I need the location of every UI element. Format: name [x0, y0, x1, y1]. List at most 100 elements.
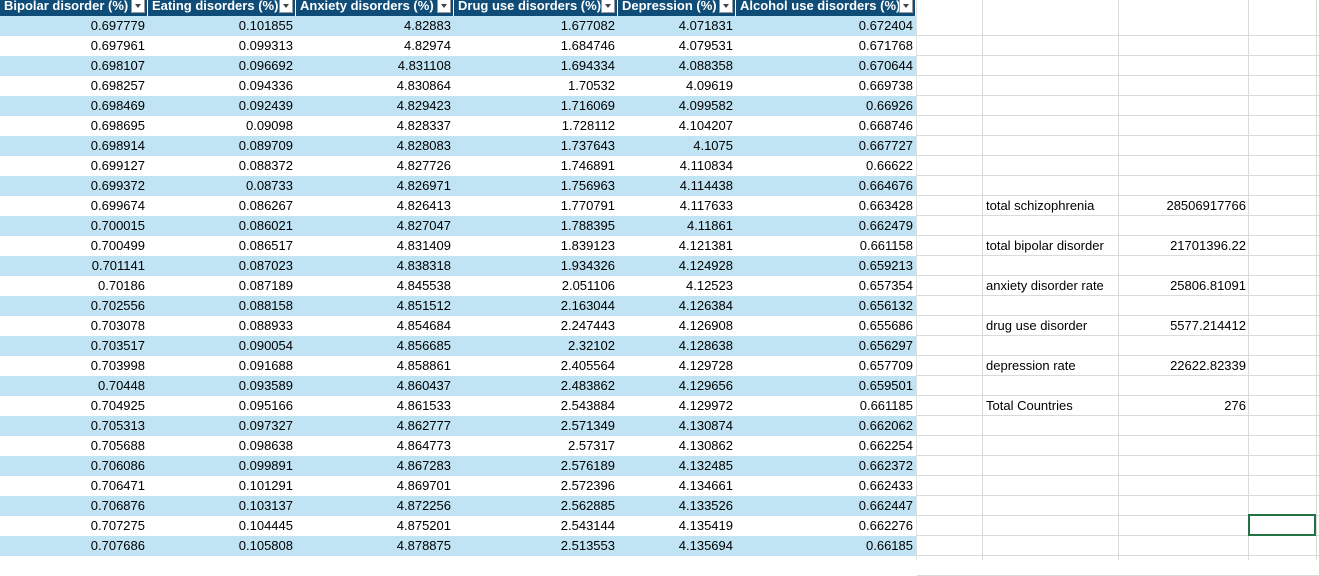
filter-dropdown-icon[interactable] — [131, 0, 145, 13]
cell-eating[interactable]: 0.101291 — [148, 476, 296, 496]
cell-alcohol-use[interactable]: 0.669738 — [736, 76, 916, 96]
cell-alcohol-use[interactable]: 0.657354 — [736, 276, 916, 296]
cell-anxiety[interactable]: 4.829423 — [296, 96, 454, 116]
filter-dropdown-icon[interactable] — [279, 0, 293, 13]
filter-dropdown-icon[interactable] — [437, 0, 451, 13]
cell-bipolar[interactable]: 0.698257 — [0, 76, 148, 96]
cell-drug-use[interactable]: 2.543144 — [454, 516, 618, 536]
cell-drug-use[interactable]: 1.684746 — [454, 36, 618, 56]
cell-bipolar[interactable]: 0.698107 — [0, 56, 148, 76]
cell-depression[interactable]: 4.114438 — [618, 176, 736, 196]
cell-anxiety[interactable]: 4.826971 — [296, 176, 454, 196]
cell-depression[interactable]: 4.1075 — [618, 136, 736, 156]
cell-alcohol-use[interactable]: 0.668746 — [736, 116, 916, 136]
cell-depression[interactable]: 4.12523 — [618, 276, 736, 296]
cell-eating[interactable]: 0.097327 — [148, 416, 296, 436]
cell-eating[interactable]: 0.092439 — [148, 96, 296, 116]
cell-drug-use[interactable]: 2.57317 — [454, 436, 618, 456]
cell-bipolar[interactable]: 0.698469 — [0, 96, 148, 116]
cell-eating[interactable]: 0.087023 — [148, 256, 296, 276]
cell-depression[interactable]: 4.117633 — [618, 196, 736, 216]
cell-anxiety[interactable]: 4.838318 — [296, 256, 454, 276]
cell-anxiety[interactable]: 4.827726 — [296, 156, 454, 176]
cell-depression[interactable]: 4.134661 — [618, 476, 736, 496]
cell-bipolar[interactable]: 0.70448 — [0, 376, 148, 396]
cell-bipolar[interactable]: 0.698914 — [0, 136, 148, 156]
cell-anxiety[interactable]: 4.831108 — [296, 56, 454, 76]
cell-depression[interactable]: 4.128638 — [618, 336, 736, 356]
cell-depression[interactable]: 4.124928 — [618, 256, 736, 276]
cell-anxiety[interactable]: 4.828337 — [296, 116, 454, 136]
header-anxiety[interactable]: Anxiety disorders (%) — [296, 0, 453, 16]
cell-anxiety[interactable]: 4.828083 — [296, 136, 454, 156]
cell-depression[interactable]: 4.126908 — [618, 316, 736, 336]
cell-bipolar[interactable]: 0.706471 — [0, 476, 148, 496]
cell-bipolar[interactable]: 0.704925 — [0, 396, 148, 416]
cell-alcohol-use[interactable]: 0.661185 — [736, 396, 916, 416]
cell-anxiety[interactable]: 4.869701 — [296, 476, 454, 496]
header-eating[interactable]: Eating disorders (%) — [148, 0, 295, 16]
cell-bipolar[interactable]: 0.697961 — [0, 36, 148, 56]
cell-anxiety[interactable]: 4.875201 — [296, 516, 454, 536]
cell-drug-use[interactable]: 2.405564 — [454, 356, 618, 376]
summary-value[interactable]: 22622.82339 — [1170, 358, 1246, 373]
cell-bipolar[interactable]: 0.706086 — [0, 456, 148, 476]
cell-drug-use[interactable]: 1.770791 — [454, 196, 618, 216]
cell-eating[interactable]: 0.103137 — [148, 496, 296, 516]
cell-alcohol-use[interactable]: 0.656297 — [736, 336, 916, 356]
summary-value[interactable]: 5577.214412 — [1170, 318, 1246, 333]
cell-anxiety[interactable]: 4.856685 — [296, 336, 454, 356]
summary-value[interactable]: 276 — [1224, 398, 1246, 413]
cell-drug-use[interactable]: 2.051106 — [454, 276, 618, 296]
filter-dropdown-icon[interactable] — [899, 0, 913, 13]
summary-label[interactable]: Total Countries — [986, 398, 1073, 413]
cell-bipolar[interactable]: 0.698695 — [0, 116, 148, 136]
cell-alcohol-use[interactable]: 0.663428 — [736, 196, 916, 216]
cell-anxiety[interactable]: 4.826413 — [296, 196, 454, 216]
cell-alcohol-use[interactable]: 0.657709 — [736, 356, 916, 376]
cell-alcohol-use[interactable]: 0.664676 — [736, 176, 916, 196]
cell-alcohol-use[interactable]: 0.672404 — [736, 16, 916, 36]
cell-alcohol-use[interactable]: 0.662276 — [736, 516, 916, 536]
cell-depression[interactable]: 4.133526 — [618, 496, 736, 516]
filter-dropdown-icon[interactable] — [601, 0, 615, 13]
cell-bipolar[interactable]: 0.700499 — [0, 236, 148, 256]
cell-depression[interactable]: 4.129728 — [618, 356, 736, 376]
cell-eating[interactable]: 0.105808 — [148, 536, 296, 556]
cell-anxiety[interactable]: 4.878875 — [296, 536, 454, 556]
cell-bipolar[interactable]: 0.697779 — [0, 16, 148, 36]
cell-drug-use[interactable]: 1.934326 — [454, 256, 618, 276]
cell-eating[interactable]: 0.086517 — [148, 236, 296, 256]
cell-alcohol-use[interactable]: 0.662062 — [736, 416, 916, 436]
cell-bipolar[interactable]: 0.701141 — [0, 256, 148, 276]
cell-drug-use[interactable]: 2.163044 — [454, 296, 618, 316]
cell-anxiety[interactable]: 4.858861 — [296, 356, 454, 376]
cell-eating[interactable]: 0.088933 — [148, 316, 296, 336]
cell-bipolar[interactable]: 0.703517 — [0, 336, 148, 356]
cell-depression[interactable]: 4.11861 — [618, 216, 736, 236]
cell-alcohol-use[interactable]: 0.66622 — [736, 156, 916, 176]
cell-drug-use[interactable]: 2.572396 — [454, 476, 618, 496]
cell-eating[interactable]: 0.090054 — [148, 336, 296, 356]
cell-eating[interactable]: 0.088158 — [148, 296, 296, 316]
cell-anxiety[interactable]: 4.864773 — [296, 436, 454, 456]
cell-bipolar[interactable]: 0.705313 — [0, 416, 148, 436]
selected-cell[interactable] — [1248, 514, 1316, 536]
cell-anxiety[interactable]: 4.82883 — [296, 16, 454, 36]
cell-eating[interactable]: 0.096692 — [148, 56, 296, 76]
cell-anxiety[interactable]: 4.845538 — [296, 276, 454, 296]
cell-depression[interactable]: 4.130874 — [618, 416, 736, 436]
header-drug-use[interactable]: Drug use disorders (%) — [454, 0, 617, 16]
cell-alcohol-use[interactable]: 0.670644 — [736, 56, 916, 76]
cell-eating[interactable]: 0.104445 — [148, 516, 296, 536]
cell-eating[interactable]: 0.086267 — [148, 196, 296, 216]
summary-value[interactable]: 25806.81091 — [1170, 278, 1246, 293]
summary-label[interactable]: drug use disorder — [986, 318, 1088, 333]
cell-anxiety[interactable]: 4.82974 — [296, 36, 454, 56]
cell-alcohol-use[interactable]: 0.662479 — [736, 216, 916, 236]
cell-bipolar[interactable]: 0.699372 — [0, 176, 148, 196]
cell-alcohol-use[interactable]: 0.667727 — [736, 136, 916, 156]
cell-alcohol-use[interactable]: 0.659213 — [736, 256, 916, 276]
cell-eating[interactable]: 0.091688 — [148, 356, 296, 376]
cell-drug-use[interactable]: 1.737643 — [454, 136, 618, 156]
